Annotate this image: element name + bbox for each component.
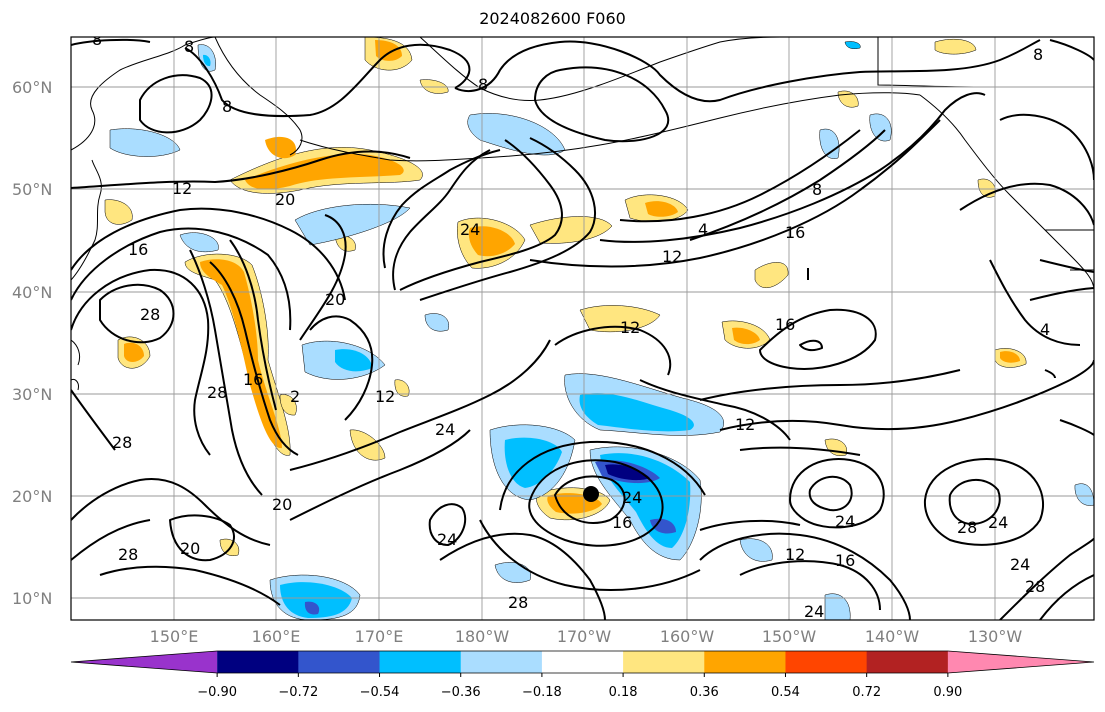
lon-label: 130°W [968, 627, 1023, 646]
lon-label: 160°W [660, 627, 715, 646]
contour-label: 16 [785, 223, 805, 242]
contour-label: 8 [184, 37, 194, 56]
colorbar-tick-label: −0.90 [197, 685, 237, 700]
contour-label: 12 [662, 247, 682, 266]
lon-label: 150°W [762, 627, 817, 646]
colorbar-tick-label: 0.18 [609, 685, 638, 700]
contour-label: 24 [988, 513, 1008, 532]
colorbar-tick-label: −0.54 [360, 685, 400, 700]
colorbar-box [298, 651, 381, 673]
lat-label: 40°N [12, 283, 52, 302]
contour-label: 24 [460, 220, 480, 239]
contour-label: 16 [835, 551, 855, 570]
contour-label: 8 [812, 180, 822, 199]
lon-label: 140°W [865, 627, 920, 646]
contour-label: 8 [92, 30, 102, 49]
contour-label: 8 [478, 75, 488, 94]
contour-label: 24 [804, 602, 824, 621]
colorbar-box [217, 651, 299, 673]
contour-label: 28 [118, 545, 138, 564]
contour-label: 20 [275, 190, 295, 209]
negative-shading [109, 41, 1094, 620]
colorbar-box [866, 651, 949, 673]
colorbar-box [541, 651, 624, 673]
contour-label: 8 [1033, 45, 1043, 64]
contour-label: 12 [620, 318, 640, 337]
contour-label: 20 [180, 539, 200, 558]
contour-label: 24 [1010, 555, 1030, 574]
contour-label: 20 [272, 495, 292, 514]
contour-label: 24 [435, 420, 455, 439]
colorbar-box [460, 651, 543, 673]
lon-label: 160°E [252, 627, 301, 646]
contour-label: 16 [128, 240, 148, 259]
contour-label: 28 [957, 518, 977, 537]
contour-label: 12 [172, 179, 192, 198]
colorbar-tick-label: −0.18 [522, 685, 562, 700]
contour-label: 28 [207, 383, 227, 402]
contour-label: 4 [698, 220, 708, 239]
longitude-labels: 150°E 160°E 170°E 180°W 170°W 160°W 150°… [150, 627, 1023, 646]
map-frame [70, 36, 1095, 621]
colorbar-box [785, 651, 868, 673]
lon-label: 150°E [150, 627, 199, 646]
contour-label: 16 [612, 513, 632, 532]
graticule [71, 37, 1094, 620]
lat-label: 30°N [12, 385, 52, 404]
colorbar-tick-label: 0.90 [933, 685, 962, 700]
contour-label: 28 [508, 593, 528, 612]
contour-label: 2 [290, 387, 300, 406]
colorbar-box [704, 651, 786, 673]
contour-label: 24 [437, 530, 457, 549]
colorbar-box [379, 651, 462, 673]
colorbar-ticks: −0.90 −0.72 −0.54 −0.36 −0.18 0.18 0.36 0.54 0.7… [197, 673, 962, 700]
lat-label: 20°N [12, 487, 52, 506]
contour-label: 12 [375, 387, 395, 406]
contour-label: 28 [140, 305, 160, 324]
coastlines [71, 37, 1094, 391]
contour-label: 8 [222, 97, 232, 116]
contour-label: 12 [785, 545, 805, 564]
lon-label: 170°E [355, 627, 404, 646]
contour-lines [71, 38, 1094, 620]
colorbar-tick-label: 0.54 [771, 685, 800, 700]
lon-label: 170°W [557, 627, 612, 646]
lat-label: 60°N [12, 78, 52, 97]
contour-label: 28 [1025, 577, 1045, 596]
lat-label: 10°N [12, 589, 52, 608]
contour-label: 12 [735, 415, 755, 434]
latitude-labels: 10°N 20°N 30°N 40°N 50°N 60°N [12, 78, 52, 608]
contour-label: 16 [243, 370, 263, 389]
colorbar-extend-high [947, 651, 1094, 673]
map-title: 2024082600 F060 [479, 9, 626, 28]
lat-label: 50°N [12, 180, 52, 199]
colorbar [70, 650, 1095, 674]
contour-label: 20 [325, 290, 345, 309]
colorbar-extend-low [71, 651, 218, 673]
colorbar-tick-label: −0.72 [278, 685, 318, 700]
colorbar-tick-label: 0.36 [690, 685, 719, 700]
contour-label: 24 [622, 488, 642, 507]
colorbar-tick-label: −0.36 [441, 685, 481, 700]
colorbar-box [623, 651, 705, 673]
contour-labels: 8 8 8 8 8 8 12 12 12 12 12 12 16 16 16 1… [92, 30, 1050, 621]
contour-label: 4 [1040, 320, 1050, 339]
contour-label: 28 [112, 433, 132, 452]
colorbar-tick-label: 0.72 [852, 685, 881, 700]
lon-label: 180°W [455, 627, 510, 646]
contour-label: 16 [775, 315, 795, 334]
storm-center-marker [583, 486, 599, 502]
contour-label: 24 [835, 512, 855, 531]
